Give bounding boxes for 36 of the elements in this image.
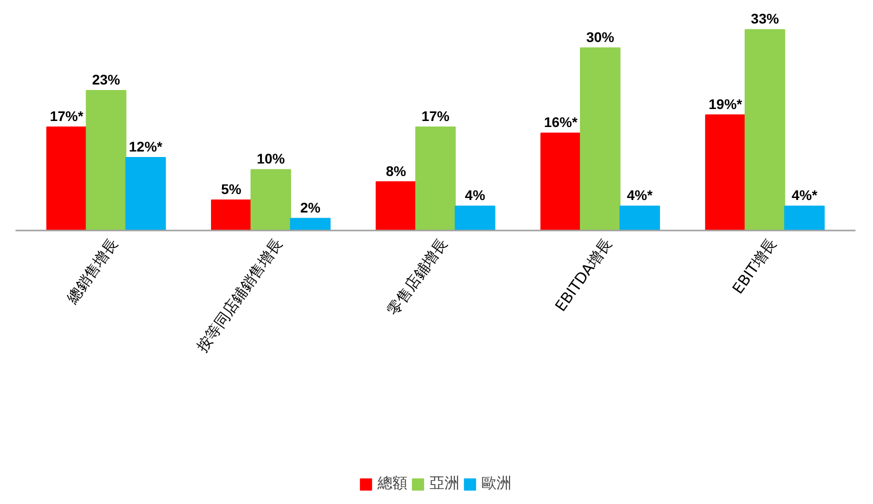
- bar: [290, 218, 331, 231]
- bar: [540, 132, 581, 231]
- bar: [744, 29, 786, 231]
- legend-label: 亞洲: [430, 474, 460, 493]
- data-label: 30%: [586, 28, 615, 45]
- data-label: 12%*: [128, 138, 163, 154]
- data-label: 10%: [256, 150, 286, 167]
- bar: [250, 169, 292, 231]
- legend-label: 歐洲: [482, 474, 512, 493]
- data-label: 19%*: [708, 96, 743, 112]
- x-tick-label: 零售店鋪增長: [384, 235, 451, 319]
- data-label: 17%: [421, 108, 450, 124]
- data-label: 5%: [221, 181, 242, 198]
- data-label: 33%: [750, 10, 780, 27]
- data-label: 4%*: [792, 187, 818, 204]
- data-label: 8%: [386, 162, 407, 179]
- bar: [211, 200, 252, 231]
- bar: [86, 90, 126, 231]
- x-tick-label: 總銷售增長: [62, 235, 122, 308]
- data-label: 2%: [300, 199, 321, 216]
- bar: [784, 206, 825, 231]
- bar: [125, 156, 166, 231]
- legend-label: 總額: [378, 474, 408, 493]
- data-label: 4%*: [626, 187, 654, 204]
- bar: [454, 206, 496, 231]
- bar: [46, 126, 87, 231]
- x-tick-label: 按等同店鋪銷售增長: [192, 235, 286, 356]
- data-label: 23%: [92, 71, 121, 88]
- data-label: 17%*: [50, 108, 84, 124]
- bar: [376, 181, 416, 231]
- data-label: 4%: [464, 187, 486, 204]
- bar: [619, 206, 660, 231]
- bar: [415, 126, 456, 231]
- bar: [705, 114, 746, 231]
- bar: [580, 47, 620, 231]
- data-label: 16%*: [544, 114, 578, 130]
